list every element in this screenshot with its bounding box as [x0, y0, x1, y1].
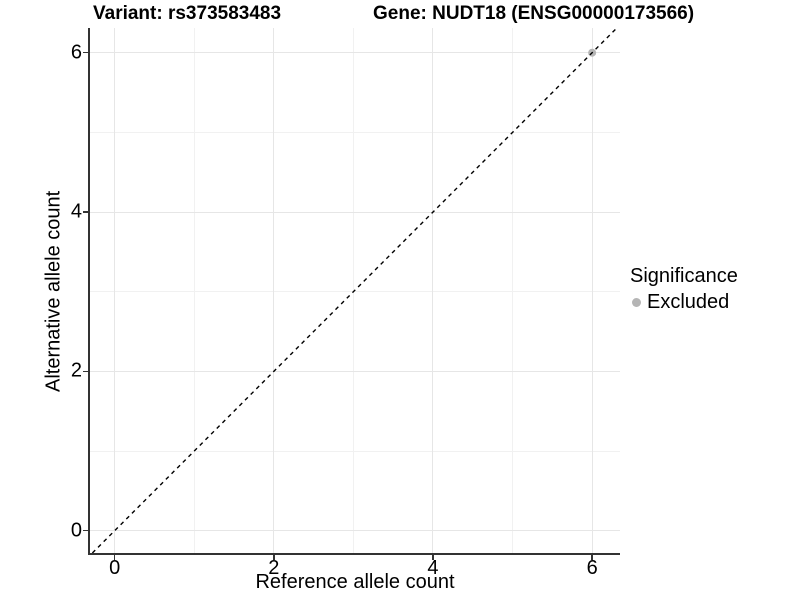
gridline-y-minor-1 — [90, 450, 620, 452]
x-tick-label-0: 0 — [109, 557, 121, 579]
y-tick-label-0: 0 — [70, 519, 82, 542]
identity-line-dashed — [91, 28, 618, 553]
gridline-y-0 — [90, 530, 620, 532]
gridline-x-2 — [273, 28, 275, 553]
x-tick-label-6: 6 — [586, 557, 598, 579]
y-tick-label-6: 6 — [70, 41, 82, 64]
plot-draw-layer — [91, 28, 618, 553]
x-tick-mark-2 — [273, 555, 275, 560]
x-tick-mark-0 — [113, 555, 116, 560]
y-tick-mark-0 — [83, 529, 88, 532]
gridline-y-minor-5 — [90, 131, 620, 133]
y-tick-mark-4 — [83, 211, 88, 213]
y-tick-mark-6 — [83, 51, 88, 54]
gridline-y-2 — [90, 370, 620, 372]
gridline-y-6 — [90, 52, 620, 54]
gridline-x-minor-3 — [352, 28, 354, 553]
x-tick-mark-6 — [591, 555, 593, 560]
legend: Significance Excluded — [630, 265, 738, 314]
x-tick-label-4: 4 — [427, 557, 439, 579]
plot-title-gene: Gene: NUDT18 (ENSG00000173566) — [373, 3, 695, 24]
y-axis-title: Alternative allele count — [42, 190, 65, 393]
plot-panel — [88, 28, 620, 555]
legend-item-label: Excluded — [647, 291, 730, 313]
y-tick-mark-2 — [83, 370, 88, 373]
gridline-x-minor-1 — [193, 28, 195, 553]
legend-key-dot — [632, 298, 641, 307]
gridline-x-4 — [432, 28, 434, 553]
gridline-x-6 — [591, 28, 593, 553]
gridline-y-4 — [90, 211, 620, 213]
gridline-x-0 — [114, 28, 116, 553]
gridline-x-minor-5 — [512, 28, 514, 553]
legend-title: Significance — [630, 265, 738, 287]
y-tick-label-2: 2 — [70, 359, 82, 382]
x-tick-mark-4 — [432, 555, 434, 560]
x-axis-title: Reference allele count — [255, 571, 455, 593]
plot-title-variant: Variant: rs373583483 — [93, 3, 282, 24]
gridline-y-minor-3 — [90, 291, 620, 293]
x-tick-label-2: 2 — [268, 557, 280, 579]
legend-items: Excluded — [630, 291, 738, 314]
legend-item-excluded: Excluded — [632, 291, 738, 314]
y-tick-label-4: 4 — [70, 200, 82, 223]
